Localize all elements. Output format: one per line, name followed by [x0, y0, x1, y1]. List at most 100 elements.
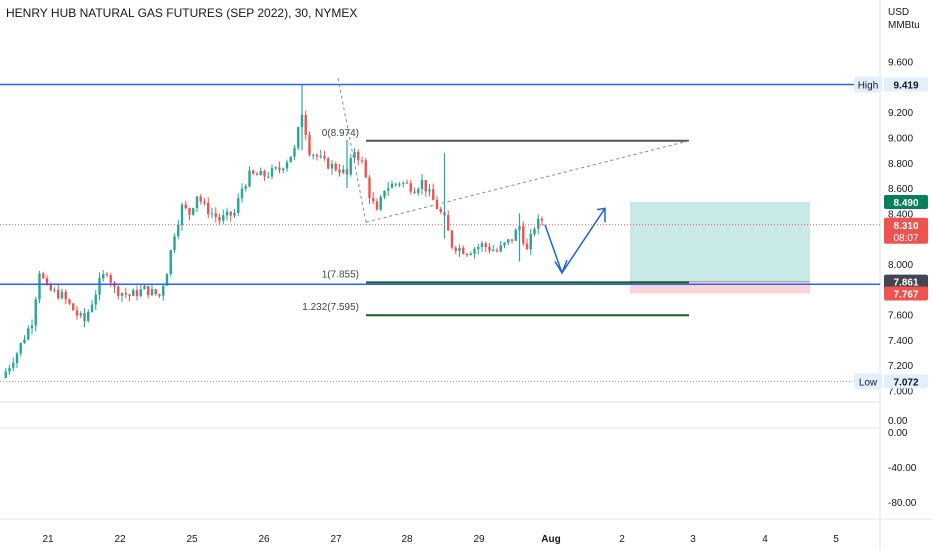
candle-body — [252, 170, 255, 174]
fibonacci-levels[interactable]: 0(8.974) 1(7.855) 1.232(7.595) — [302, 128, 689, 317]
candle-body — [323, 155, 326, 159]
candle-body — [42, 273, 45, 279]
candle-body — [218, 216, 221, 221]
candle-body — [267, 176, 270, 178]
candle-body — [87, 311, 90, 321]
price-tick: 8.400 — [888, 209, 913, 220]
price-tick: 7.400 — [888, 336, 913, 347]
time-tick: Aug — [541, 534, 560, 545]
candle-body — [308, 134, 311, 155]
candle-body — [15, 353, 19, 364]
candle-body — [424, 180, 427, 192]
candle-body — [413, 191, 416, 194]
indicator-tick: 0.00 — [888, 428, 908, 439]
candle-body — [8, 367, 11, 372]
level-tag-bg — [854, 373, 882, 390]
candle-body — [274, 167, 277, 169]
candle-body — [195, 196, 199, 209]
candle-body — [368, 177, 371, 199]
candle-body — [240, 188, 244, 199]
candle-body — [12, 363, 15, 368]
unit-label: MMBtu — [888, 20, 920, 31]
price-axis[interactable]: USDMMBtu9.6009.4009.2009.0008.8008.6008.… — [884, 7, 928, 509]
candle-body — [139, 289, 142, 296]
candle-body — [102, 274, 105, 279]
time-tick: 5 — [833, 534, 839, 545]
candle-body — [109, 275, 112, 283]
arrow-head — [554, 259, 568, 275]
time-tick: 21 — [42, 534, 54, 545]
candle-body — [244, 186, 247, 189]
candle-body — [124, 293, 127, 295]
candle-body — [402, 182, 405, 184]
price-tick: 7.000 — [888, 387, 913, 398]
candle-body — [177, 224, 180, 237]
candle-body — [105, 274, 109, 276]
candle-body — [503, 242, 506, 246]
candle-body — [525, 243, 529, 250]
candle-body — [49, 284, 52, 291]
indicator-tick: 0.00 — [888, 416, 908, 427]
low-price-badge-bg — [884, 374, 928, 389]
candle-body — [248, 170, 251, 187]
candle-body — [315, 154, 319, 157]
candle-body — [135, 290, 139, 296]
candle-body — [192, 208, 195, 215]
candle-body — [495, 250, 499, 252]
candle-body — [233, 212, 236, 216]
candle-body — [338, 169, 341, 173]
stop-price-badge-bg — [884, 286, 928, 301]
candle-body — [514, 230, 517, 241]
horizontal-levels[interactable]: High Low — [0, 76, 882, 390]
candle-body — [154, 289, 157, 295]
candle-body — [540, 218, 544, 221]
time-tick: 25 — [186, 534, 198, 545]
candle-body — [529, 233, 532, 250]
candle-body — [342, 169, 345, 173]
candle-body — [98, 278, 101, 295]
chart-title: HENRY HUB NATURAL GAS FUTURES (SEP 2022)… — [6, 6, 358, 20]
time-tick: 28 — [401, 534, 413, 545]
time-tick: 2 — [619, 534, 625, 545]
candle-body — [398, 183, 401, 185]
time-tick: 4 — [762, 534, 768, 545]
candle-body — [60, 291, 64, 299]
candle-body — [57, 289, 60, 299]
candle-body — [428, 189, 431, 192]
candle-body — [327, 158, 330, 169]
candle-body — [454, 247, 457, 252]
loss-zone[interactable] — [630, 281, 810, 294]
candle-body — [439, 208, 442, 213]
fib-label: 0(8.974) — [322, 128, 359, 139]
arrow-head — [596, 207, 606, 223]
profit-zone[interactable] — [630, 202, 810, 282]
indicator-tick: -80.00 — [888, 498, 917, 509]
time-axis[interactable]: 21 22 25 26 27 28 29 Aug 2 3 4 5 — [42, 534, 839, 545]
candle-body — [319, 155, 322, 157]
candle-body — [90, 304, 94, 312]
candle-body — [289, 156, 292, 163]
candle-body — [173, 236, 176, 251]
candle-body — [199, 196, 202, 202]
candle-body — [492, 250, 495, 252]
candle-body — [27, 328, 30, 340]
price-tick: 8.800 — [888, 159, 913, 170]
entry-price-badge: 7.861 — [893, 278, 918, 289]
candle-body — [297, 127, 300, 148]
time-tick: 29 — [473, 534, 485, 545]
currency-label: USD — [888, 7, 909, 18]
candle-body — [480, 243, 484, 248]
candle-body — [304, 115, 307, 135]
candle-body — [282, 168, 285, 170]
candle-body — [237, 198, 240, 213]
trend-drawings[interactable] — [337, 77, 690, 275]
projection-arrow — [544, 207, 606, 275]
candle-body — [293, 147, 296, 157]
candle-body — [188, 208, 191, 215]
time-tick: 26 — [258, 534, 270, 545]
candle-body — [169, 250, 172, 275]
candle-body — [465, 253, 469, 255]
stop-price-badge: 7.767 — [893, 289, 918, 300]
price-tick: 7.600 — [888, 311, 913, 322]
